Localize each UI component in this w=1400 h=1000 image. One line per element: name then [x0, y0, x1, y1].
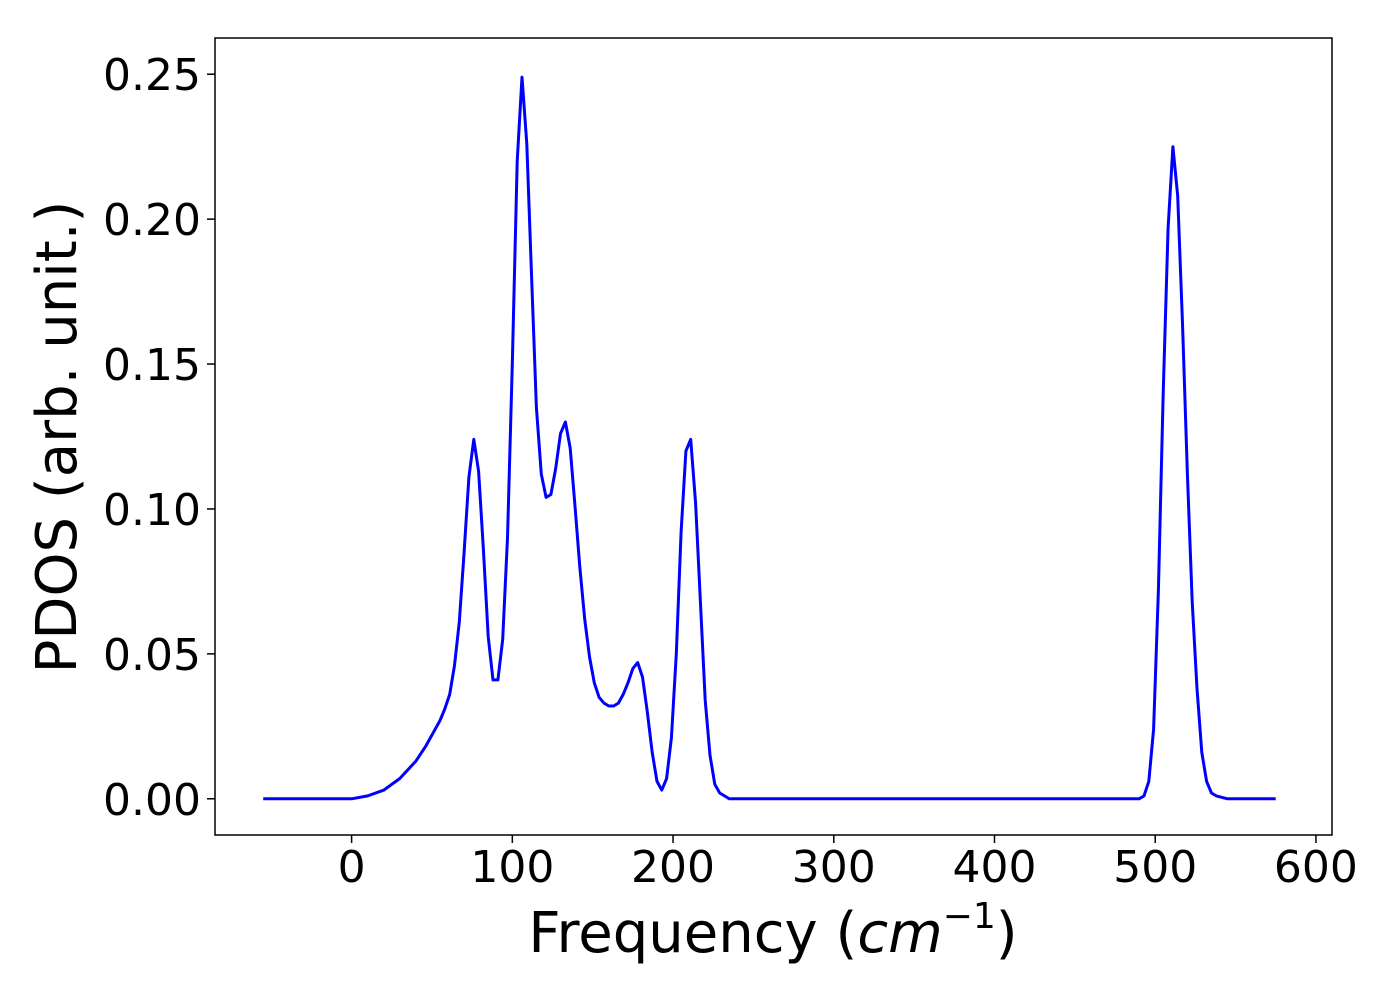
x-tick-label: 500	[1113, 842, 1197, 893]
x-axis-ticks: 0 100 200 300 400 500 600	[338, 835, 1358, 893]
y-tick-label: 0.10	[103, 485, 201, 536]
y-tick-label: 0.05	[103, 630, 201, 681]
x-tick-label: 0	[338, 842, 366, 893]
y-axis-ticks: 0.00 0.05 0.10 0.15 0.20 0.25	[103, 50, 215, 826]
y-tick-label: 0.15	[103, 340, 201, 391]
x-tick-label: 400	[952, 842, 1036, 893]
y-tick-label: 0.00	[103, 775, 201, 826]
x-axis-label: Frequency (cm−1)	[528, 896, 1017, 966]
y-axis-label: PDOS (arb. unit.)	[25, 201, 90, 674]
x-tick-label: 200	[631, 842, 715, 893]
y-tick-label: 0.25	[103, 50, 201, 101]
x-tick-label: 300	[792, 842, 876, 893]
y-tick-label: 0.20	[103, 195, 201, 246]
pdos-series-line	[263, 75, 1276, 801]
series-layer	[263, 75, 1276, 801]
plot-area	[214, 37, 1333, 836]
x-tick-label: 100	[470, 842, 554, 893]
x-tick-label: 600	[1274, 842, 1358, 893]
